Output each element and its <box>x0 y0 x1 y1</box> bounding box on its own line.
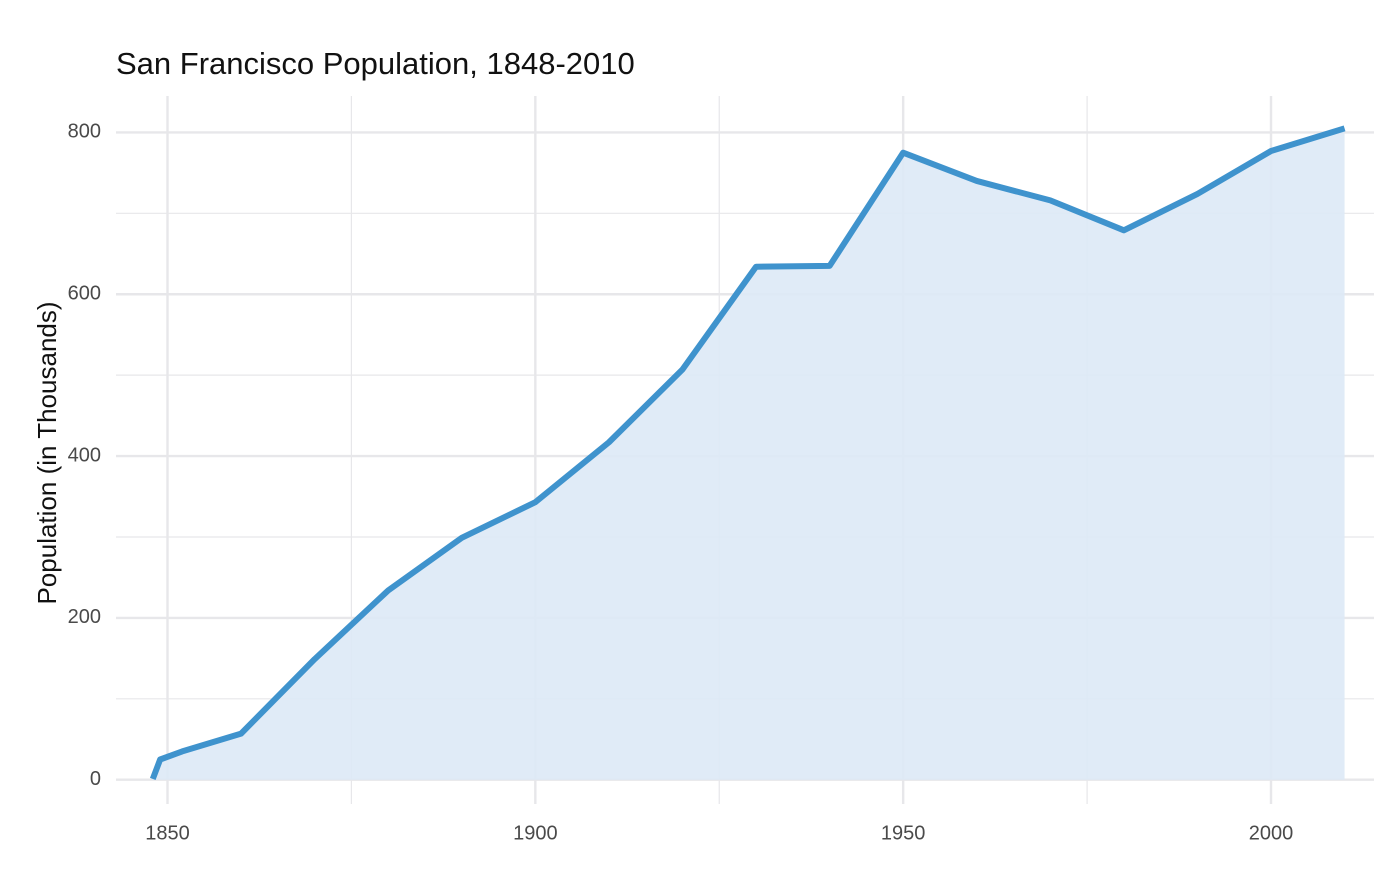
data-point <box>606 439 612 445</box>
data-point <box>385 587 391 593</box>
y-tick-label: 800 <box>68 121 101 143</box>
data-point <box>679 366 685 372</box>
chart-title: San Francisco Population, 1848-2010 <box>116 46 635 81</box>
data-point <box>1121 227 1127 233</box>
x-tick-label: 1950 <box>881 822 926 844</box>
data-point <box>1268 148 1274 154</box>
data-point <box>974 178 980 184</box>
area-fill <box>152 128 1345 780</box>
series-line <box>149 125 1346 780</box>
data-point <box>827 263 833 269</box>
x-tick-labels: 1850 1900 1950 2000 <box>145 822 1293 844</box>
area-fill-group <box>152 128 1345 780</box>
data-point <box>312 656 318 662</box>
data-point <box>238 731 244 737</box>
y-tick-label: 600 <box>68 283 101 305</box>
data-point <box>532 499 538 505</box>
y-tick-label: 400 <box>68 444 101 466</box>
data-point <box>753 264 759 270</box>
x-tick-label: 1900 <box>513 822 558 844</box>
data-point <box>1342 125 1348 131</box>
data-point <box>150 776 156 782</box>
y-axis-title: Population (in Thousands) <box>32 301 62 604</box>
y-tick-label: 0 <box>90 768 101 790</box>
data-point <box>179 748 185 754</box>
data-point <box>900 150 906 156</box>
data-point <box>1047 197 1053 203</box>
y-tick-label: 200 <box>68 606 101 628</box>
x-tick-label: 1850 <box>145 822 190 844</box>
data-point <box>1194 191 1200 197</box>
series-line-group <box>149 125 1346 780</box>
data-point <box>459 535 465 541</box>
y-tick-labels: 0 200 400 600 800 <box>68 121 101 790</box>
x-tick-label: 2000 <box>1249 822 1294 844</box>
data-point <box>157 756 163 762</box>
